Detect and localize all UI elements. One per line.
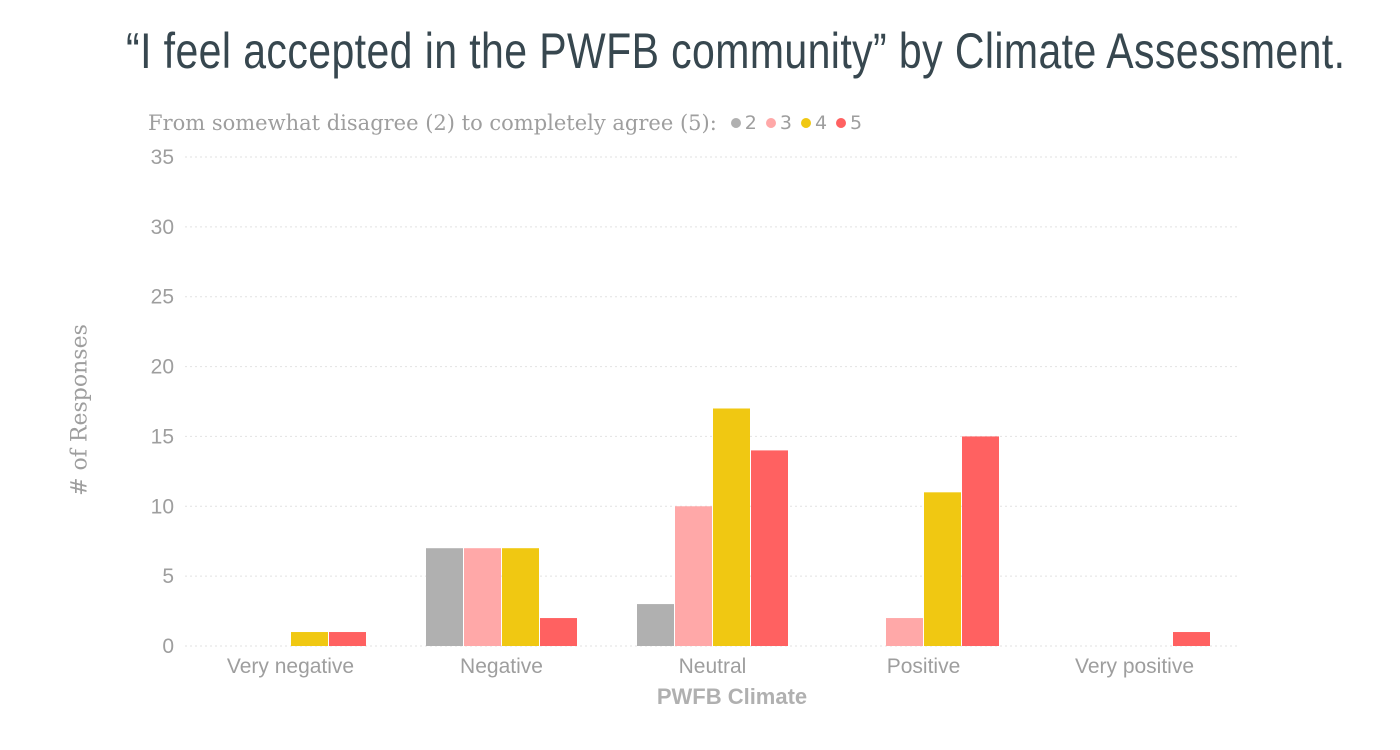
y-tick-label: 5 (162, 565, 174, 588)
legend-label: 3 (779, 112, 792, 134)
legend-title: From somewhat disagree (2) to completely… (148, 111, 717, 135)
y-tick-label: 20 (151, 356, 174, 379)
legend: From somewhat disagree (2) to completely… (148, 108, 871, 138)
legend-item-5[interactable]: 5 (836, 112, 862, 134)
x-axis-label: PWFB Climate (656, 684, 808, 709)
bar[interactable] (1173, 632, 1210, 646)
gridlines (185, 156, 1240, 647)
y-axis-ticks: 0 5 10 15 20 25 30 35 (151, 146, 174, 658)
bar[interactable] (675, 506, 712, 646)
legend-label: 2 (744, 112, 757, 134)
y-axis-label: # of Responses (67, 324, 93, 496)
y-tick-label: 25 (151, 286, 174, 309)
y-tick-label: 0 (162, 635, 174, 658)
y-tick-label: 15 (151, 425, 174, 448)
legend-item-3[interactable]: 3 (765, 112, 792, 134)
y-tick-label: 10 (151, 495, 174, 518)
legend-item-4[interactable]: 4 (800, 112, 828, 134)
bar[interactable] (502, 548, 539, 646)
bar[interactable] (924, 492, 961, 646)
bar[interactable] (751, 450, 788, 646)
bar[interactable] (464, 548, 501, 646)
legend-dot-icon (730, 118, 741, 128)
bars (291, 408, 1210, 646)
x-axis-ticks: Very negative Negative Neutral Positive Very… (227, 655, 1194, 678)
x-tick-label: Neutral (679, 655, 747, 678)
y-tick-label: 35 (151, 146, 174, 169)
x-tick-label: Very positive (1075, 655, 1194, 678)
x-tick-label: Negative (460, 655, 543, 678)
legend-dot-icon (836, 118, 847, 128)
bar[interactable] (886, 618, 923, 646)
y-tick-label: 30 (151, 216, 174, 239)
legend-dot-icon (800, 118, 811, 128)
legend-item-2[interactable]: 2 (730, 112, 757, 134)
bar[interactable] (713, 408, 750, 646)
bar[interactable] (540, 618, 577, 646)
x-tick-label: Very negative (227, 655, 354, 678)
x-tick-label: Positive (887, 655, 961, 678)
bar[interactable] (426, 548, 463, 646)
bar[interactable] (637, 604, 674, 646)
chart-title: “I feel accepted in the PWFB community” … (126, 23, 1346, 79)
legend-label: 5 (850, 112, 863, 134)
bar[interactable] (962, 436, 999, 646)
bar[interactable] (329, 632, 366, 646)
legend-label: 4 (814, 112, 828, 134)
legend-dot-icon (765, 118, 776, 128)
bar[interactable] (291, 632, 328, 646)
